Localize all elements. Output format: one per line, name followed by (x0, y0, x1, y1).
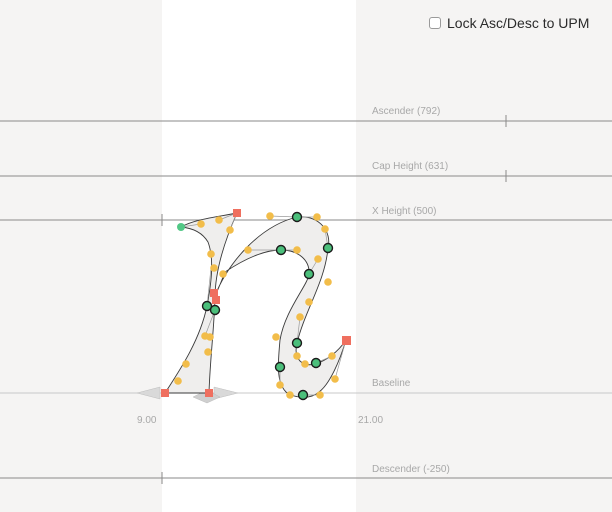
on-curve-point[interactable] (310, 357, 322, 369)
corner-point[interactable] (161, 389, 169, 397)
handle-point[interactable] (293, 352, 301, 360)
x-height-label: X Height (500) (372, 206, 436, 217)
handle-point[interactable] (316, 391, 324, 399)
corner-point[interactable] (210, 289, 218, 297)
handle-point[interactable] (174, 377, 182, 385)
handle-point[interactable] (328, 352, 336, 360)
lock-asc-desc-label: Lock Asc/Desc to UPM (447, 15, 590, 31)
on-curve-point[interactable] (291, 211, 303, 223)
handle-point[interactable] (314, 255, 322, 263)
left-sidebearing-value: 9.00 (137, 415, 157, 426)
right-sidebearing-value: 21.00 (358, 415, 383, 426)
right-anchor-marker (213, 386, 239, 400)
on-curve-point[interactable] (274, 361, 286, 373)
baseline-label: Baseline (372, 378, 411, 389)
corner-points[interactable] (161, 209, 351, 397)
corner-point[interactable] (233, 209, 241, 217)
corner-point[interactable] (342, 336, 351, 345)
handle-point[interactable] (197, 220, 205, 228)
handle-point[interactable] (276, 381, 284, 389)
on-curve-point[interactable] (275, 244, 287, 256)
on-curve-points[interactable] (177, 211, 334, 401)
handle-point[interactable] (182, 360, 190, 368)
handle-point[interactable] (226, 226, 234, 234)
left-anchor-marker (136, 386, 161, 400)
off-curve-handles[interactable] (174, 212, 339, 399)
on-curve-point[interactable] (297, 389, 309, 401)
handle-point[interactable] (215, 216, 223, 224)
handle-point[interactable] (244, 246, 252, 254)
handle-point[interactable] (266, 212, 274, 220)
handle-point[interactable] (204, 348, 212, 356)
descender-label: Descender (-250) (372, 464, 450, 475)
handle-point[interactable] (324, 278, 332, 286)
on-curve-point[interactable] (291, 337, 303, 349)
handle-point[interactable] (207, 250, 215, 258)
on-curve-point[interactable] (209, 304, 221, 316)
ascender-label: Ascender (792) (372, 106, 440, 117)
on-curve-point[interactable] (201, 300, 213, 312)
corner-point[interactable] (205, 389, 213, 397)
on-curve-point[interactable] (322, 242, 334, 254)
cap-height-label: Cap Height (631) (372, 161, 448, 172)
handle-point[interactable] (272, 333, 280, 341)
handle-point[interactable] (296, 313, 304, 321)
on-curve-point[interactable] (303, 268, 315, 280)
lock-asc-desc-option[interactable]: Lock Asc/Desc to UPM (429, 15, 589, 31)
handle-point[interactable] (331, 375, 339, 383)
handle-point[interactable] (313, 213, 321, 221)
handle-point[interactable] (219, 270, 227, 278)
metric-lines (0, 115, 612, 484)
handle-point[interactable] (206, 333, 214, 341)
handle-point[interactable] (301, 360, 309, 368)
handle-point[interactable] (321, 225, 329, 233)
lock-asc-desc-checkbox[interactable] (429, 17, 441, 29)
corner-point[interactable] (212, 296, 220, 304)
handle-point[interactable] (305, 298, 313, 306)
handle-point[interactable] (293, 246, 301, 254)
handle-point[interactable] (210, 264, 218, 272)
handle-point[interactable] (286, 391, 294, 399)
start-point[interactable] (177, 223, 185, 231)
